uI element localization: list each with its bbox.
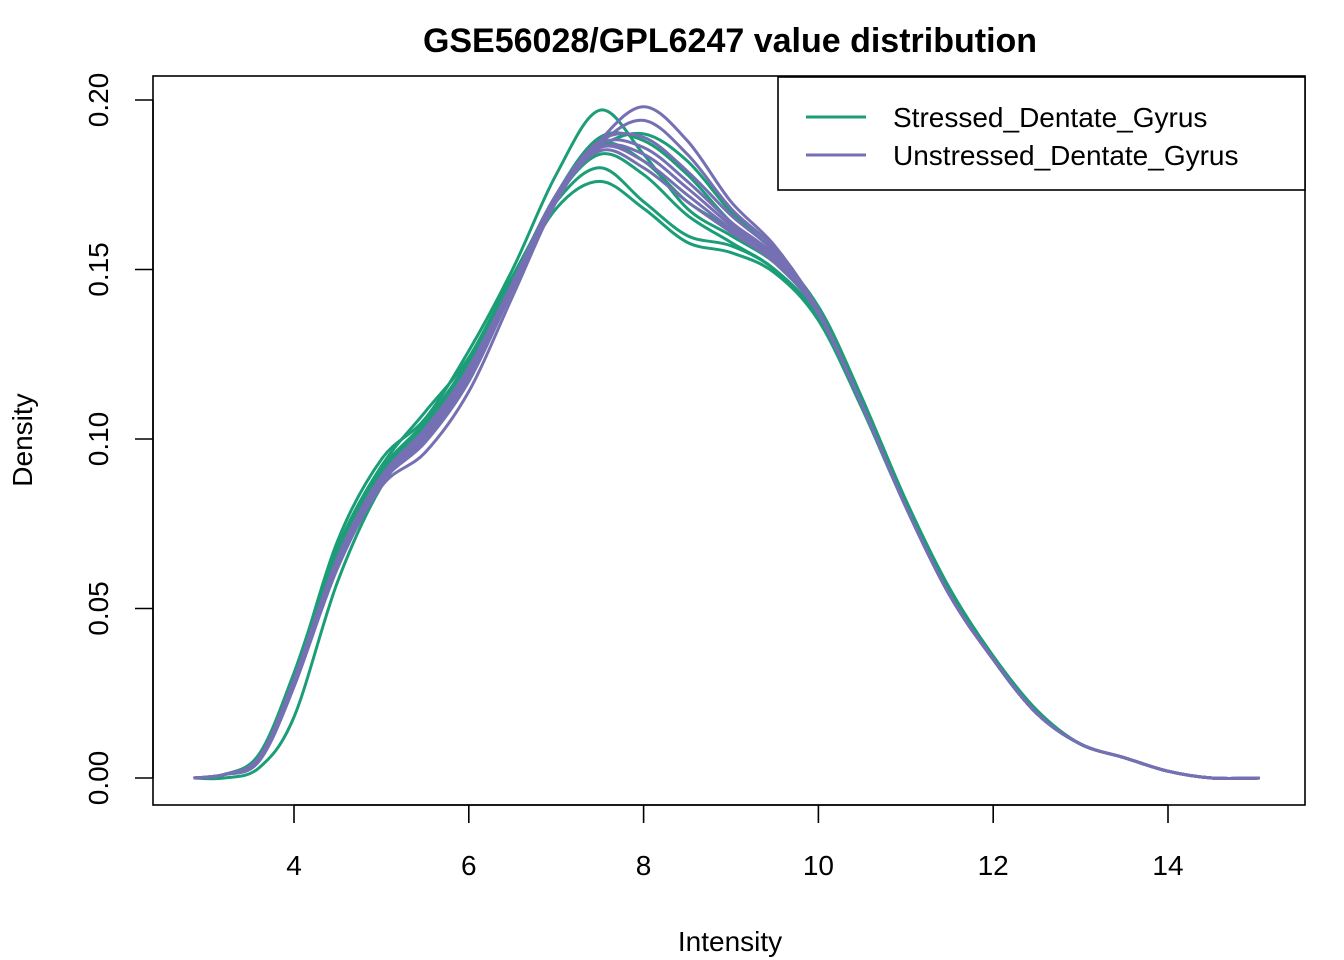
x-tick-label: 6: [461, 850, 477, 881]
y-tick-label: 0.05: [83, 581, 114, 636]
legend: Stressed_Dentate_Gyrus Unstressed_Dentat…: [777, 76, 1306, 191]
y-axis: 0.00 0.05 0.10 0.15 0.20: [83, 73, 154, 806]
density-curve-unstressed-14: [193, 131, 1260, 780]
chart-title: GSE56028/GPL6247 value distribution: [423, 22, 1037, 60]
x-axis: 4 6 8 10 12 14: [286, 804, 1184, 881]
legend-label-unstressed: Unstressed_Dentate_Gyrus: [893, 140, 1239, 171]
y-tick-label: 0.00: [83, 751, 114, 806]
density-curve-unstressed-13: [193, 138, 1260, 780]
density-curve-stressed-7: [193, 152, 1260, 780]
x-tick-label: 10: [803, 850, 834, 881]
x-axis-label: Intensity: [678, 926, 782, 957]
legend-box: [777, 76, 1306, 191]
legend-label-stressed: Stressed_Dentate_Gyrus: [893, 102, 1207, 133]
x-tick-label: 4: [286, 850, 302, 881]
y-axis-label: Density: [7, 393, 38, 486]
x-tick-label: 14: [1152, 850, 1183, 881]
density-curves: [193, 105, 1260, 781]
density-curve-stressed-1: [193, 108, 1260, 780]
density-curve-stressed-2: [193, 166, 1260, 780]
x-tick-label: 8: [636, 850, 652, 881]
x-tick-label: 12: [978, 850, 1009, 881]
y-tick-label: 0.10: [83, 412, 114, 467]
y-tick-label: 0.15: [83, 242, 114, 297]
density-curve-stressed-3: [193, 179, 1260, 780]
y-tick-label: 0.20: [83, 73, 114, 128]
